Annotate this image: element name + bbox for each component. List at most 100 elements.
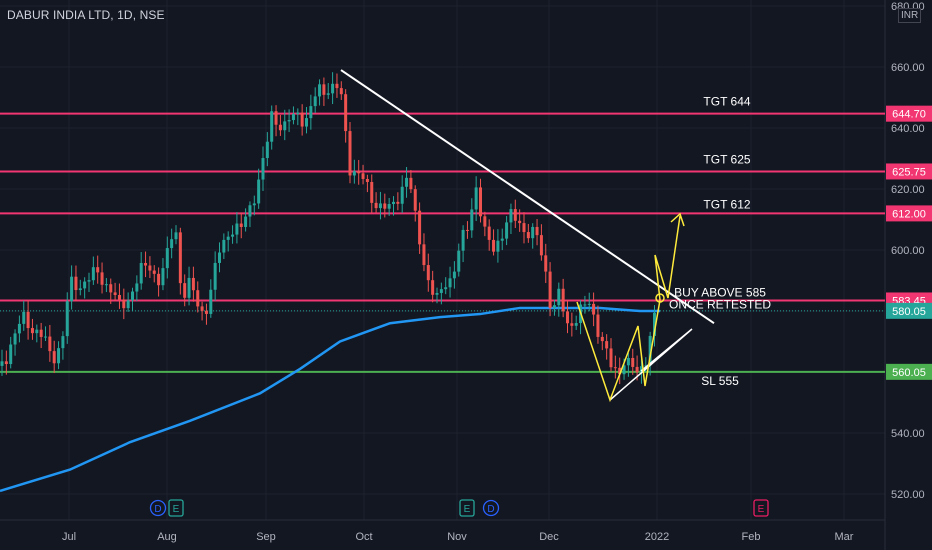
candle — [487, 219, 491, 251]
candle-body — [474, 187, 478, 210]
candle-body — [204, 310, 208, 314]
candle — [378, 191, 382, 220]
candle-body — [139, 263, 143, 284]
candle — [78, 279, 82, 296]
candle — [396, 192, 400, 211]
candle — [448, 266, 452, 298]
candle-body — [544, 255, 548, 272]
y-tick-label: 640.00 — [891, 123, 925, 135]
y-axis: 680.00660.00640.00620.00600.00580.00560.… — [884, 0, 925, 550]
candle-body — [283, 121, 287, 131]
candle-body — [479, 187, 482, 217]
candle-body — [157, 273, 161, 286]
candle — [539, 224, 543, 261]
candle-body — [370, 182, 374, 203]
candle-body — [44, 336, 47, 338]
candle — [57, 341, 61, 370]
candle-body — [574, 323, 578, 326]
y-tick-label: 620.00 — [891, 184, 925, 196]
candle-body — [357, 171, 361, 174]
level-label: SL 555 — [701, 374, 739, 388]
candle-body — [522, 223, 526, 233]
candle-body — [335, 83, 339, 89]
x-tick-label: Aug — [157, 531, 177, 543]
candle — [183, 274, 187, 307]
candle — [365, 174, 369, 193]
candle — [248, 201, 252, 228]
candle-body — [635, 366, 639, 373]
candle-body — [618, 367, 622, 375]
candle-body — [117, 294, 121, 300]
candle-body — [252, 203, 256, 206]
candle-body — [339, 88, 343, 95]
candle-body — [226, 236, 230, 240]
candle — [135, 275, 139, 302]
candle — [557, 282, 561, 317]
candle — [131, 287, 134, 312]
candle — [452, 261, 456, 289]
candle-body — [70, 276, 74, 302]
candle — [26, 300, 30, 340]
candle — [261, 146, 265, 191]
candle — [352, 159, 356, 184]
candle — [144, 251, 148, 278]
event-marker: E — [168, 499, 184, 517]
candle — [117, 283, 121, 309]
candle-body — [235, 223, 239, 235]
candle — [370, 174, 374, 214]
candle-body — [131, 291, 134, 301]
candle-body — [113, 292, 117, 295]
candle-body — [100, 272, 104, 285]
candle-body — [313, 96, 317, 107]
candle — [278, 114, 282, 136]
candle — [283, 109, 287, 141]
candle — [109, 278, 113, 304]
event-letter: D — [487, 504, 494, 515]
drawings — [340, 69, 715, 403]
candle-body — [344, 94, 348, 132]
candle — [191, 266, 195, 302]
candle-body — [487, 226, 491, 240]
candle-body — [231, 234, 235, 237]
candle — [496, 229, 500, 263]
candle-body — [309, 106, 313, 119]
candle-body — [387, 204, 391, 209]
candle-body — [352, 171, 356, 176]
candle — [113, 282, 117, 302]
candle — [561, 278, 565, 318]
candle — [483, 211, 487, 237]
candle-body — [87, 280, 91, 282]
candle-body — [218, 252, 221, 263]
candle — [174, 225, 178, 245]
candle — [0, 349, 4, 376]
breakout-point — [655, 293, 665, 303]
candle — [439, 282, 443, 305]
price-tag — [886, 163, 932, 180]
candle-body — [444, 287, 448, 290]
candle-body — [161, 268, 165, 286]
candle — [552, 299, 556, 316]
candle-body — [500, 238, 504, 241]
price-tag-label: 612.00 — [892, 208, 926, 220]
candle-body — [570, 323, 574, 326]
candle-body — [61, 336, 65, 349]
level-label: TGT 612 — [703, 197, 750, 211]
candle-body — [183, 283, 187, 298]
event-marker: D — [149, 499, 167, 517]
candle-body — [422, 244, 426, 266]
candle — [13, 329, 17, 356]
candle-body — [435, 292, 439, 295]
candle-body — [300, 112, 304, 127]
moving-average — [0, 306, 660, 493]
candle-body — [35, 329, 39, 334]
candle-body — [392, 201, 395, 205]
level-label: TGT 625 — [703, 152, 750, 166]
x-tick-label: Dec — [539, 531, 559, 543]
candle-body — [361, 173, 365, 179]
candle — [74, 265, 78, 302]
price-tag-label: 560.05 — [892, 367, 926, 379]
candle — [231, 225, 235, 244]
candle — [583, 295, 587, 314]
candle-body — [326, 93, 330, 95]
